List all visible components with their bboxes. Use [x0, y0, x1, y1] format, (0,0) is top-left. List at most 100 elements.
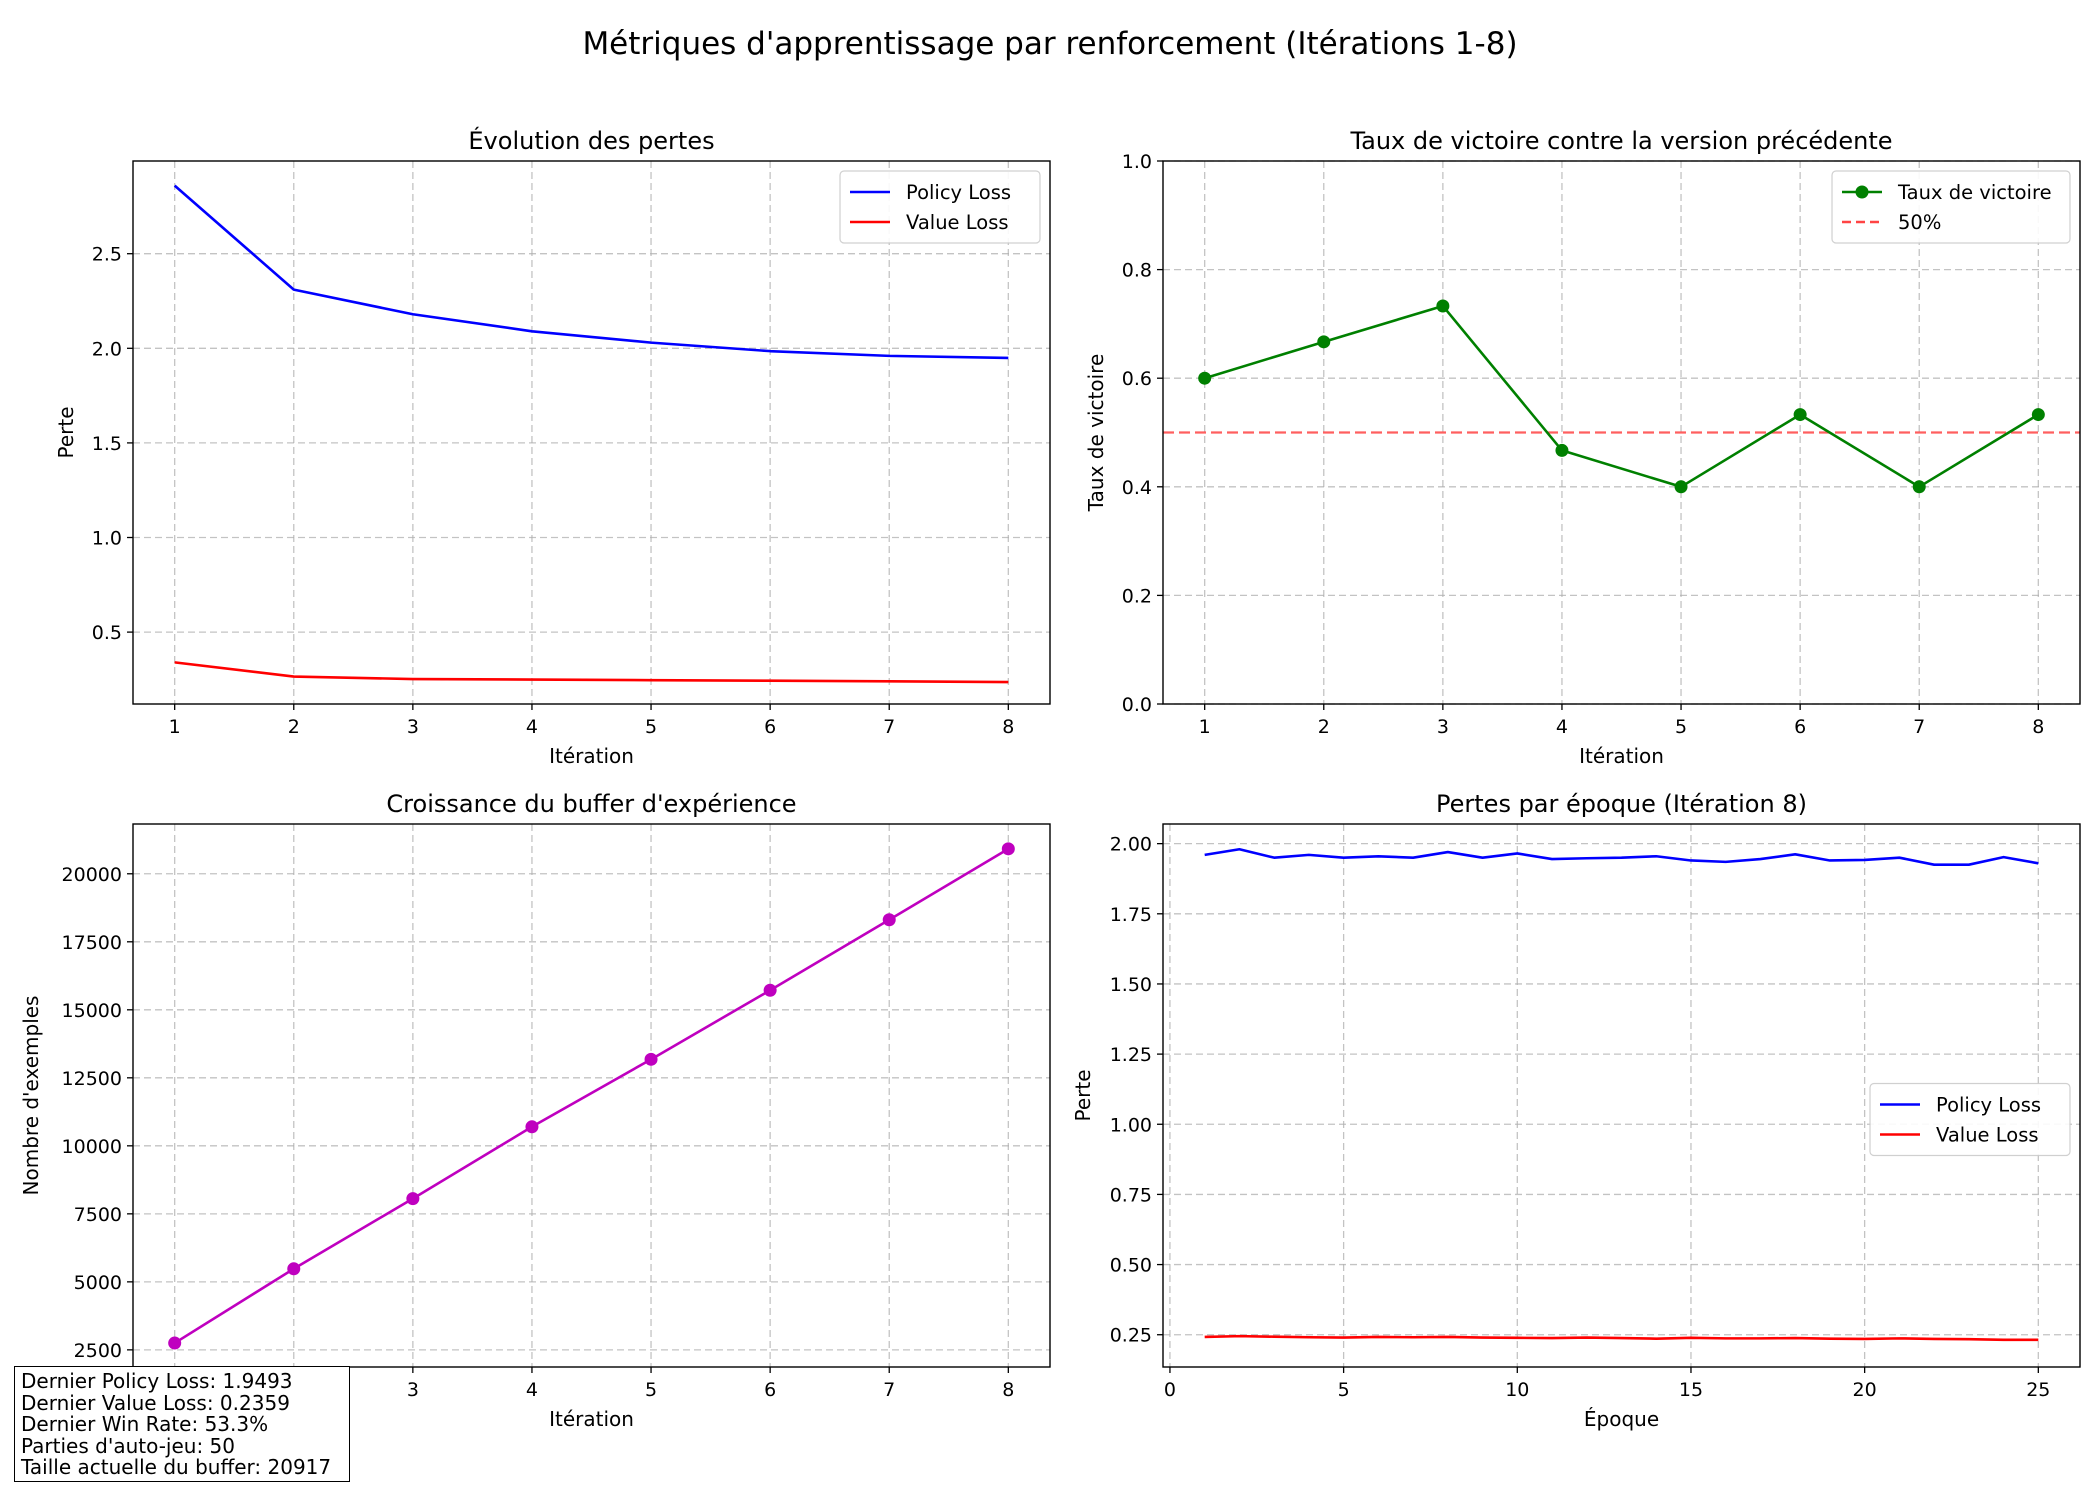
x-tick-label: 1 [169, 716, 181, 738]
info-policy-loss: Dernier Policy Loss: 1.9493 [21, 1369, 293, 1393]
data-point [1555, 443, 1569, 457]
x-tick-label: 6 [764, 716, 776, 738]
x-tick-label: 5 [1338, 1379, 1350, 1401]
data-point [1317, 335, 1331, 349]
figure-suptitle: Métriques d'apprentissage par renforceme… [582, 26, 1517, 62]
data-point [2031, 408, 2045, 422]
legend-box [1831, 170, 2071, 244]
x-tick-label: 4 [526, 716, 538, 738]
y-tick-label: 1.50 [1110, 974, 1152, 996]
y-axis-label: Nombre d'exemples [19, 996, 43, 1196]
x-tick-label: 4 [1556, 716, 1568, 738]
data-point [1793, 408, 1807, 422]
x-tick-label: 10 [1505, 1379, 1529, 1401]
series-line-1 [174, 661, 1009, 684]
info-value-loss: Dernier Value Loss: 0.2359 [21, 1390, 290, 1415]
chart-title: Évolution des pertes [468, 126, 714, 155]
y-tick-label: 2.0 [92, 338, 122, 360]
legend: Policy Loss Value Loss [1869, 1082, 2071, 1157]
legend-label: Value Loss [1936, 1124, 2039, 1147]
data-point [287, 1262, 301, 1276]
chart-epochs: 0 5 10 15 20 25 0.25 0.50 0.75 1.00 1.25 1.50 1.75 2.… [1071, 790, 2081, 1431]
legend-box [839, 170, 1041, 244]
y-tick-label: 15000 [62, 1000, 122, 1022]
legend-label: Policy Loss [906, 181, 1011, 204]
x-tick-label: 2 [288, 716, 300, 738]
x-axis-label: Époque [1584, 1407, 1659, 1431]
legend: Taux de victoire 50% [1831, 170, 2071, 244]
x-tick-label: 20 [1853, 1379, 1877, 1401]
y-tick-label: 1.0 [1122, 151, 1152, 173]
legend-label: Taux de victoire [1897, 181, 2052, 204]
series-line-1 [1204, 1334, 2039, 1342]
data-point [168, 1336, 182, 1350]
series-line-0 [1204, 304, 2039, 489]
axes-frame [1162, 823, 2081, 1368]
info-buffer-size: Taille actuelle du buffer: 20917 [21, 1455, 332, 1479]
data-point [644, 1052, 658, 1066]
data-point [1198, 371, 1212, 385]
x-tick-label: 1 [1199, 716, 1211, 738]
x-tick-label: 25 [2026, 1379, 2050, 1401]
x-tick-label: 7 [1913, 716, 1925, 738]
info-win-rate: Dernier Win Rate: 53.3% [21, 1412, 269, 1436]
chart-winrate: 1 2 3 4 5 6 7 8 0.0 0.2 0.4 0.6 0.8 1.0 Taux de victoi… [1084, 127, 2081, 768]
y-tick-label: 1.0 [92, 528, 122, 550]
chart-title: Taux de victoire contre la version précé… [1349, 127, 1892, 155]
y-axis-label: Perte [54, 406, 78, 458]
info-self-play-games: Parties d'auto-jeu: 50 [21, 1433, 235, 1458]
legend-box [1869, 1082, 2071, 1157]
chart-title: Pertes par époque (Itération 8) [1436, 790, 1807, 818]
x-tick-label: 3 [1437, 716, 1449, 738]
x-tick-label: 0 [1164, 1379, 1176, 1401]
chart-title: Croissance du buffer d'expérience [386, 790, 796, 818]
y-tick-label: 0.75 [1110, 1184, 1152, 1206]
axes-frame [1162, 160, 2081, 705]
x-tick-label: 8 [1002, 1379, 1014, 1401]
x-tick-label: 5 [1675, 716, 1687, 738]
data-point [882, 913, 896, 927]
series-line-0 [1204, 847, 2039, 866]
data-point [1001, 842, 1015, 856]
y-tick-label: 5000 [74, 1272, 122, 1294]
y-tick-label: 12500 [62, 1068, 122, 1090]
legend-label: Value Loss [906, 211, 1009, 234]
y-tick-label: 17500 [62, 932, 122, 954]
y-tick-label: 0.2 [1122, 585, 1152, 607]
legend-label: 50% [1898, 211, 1941, 234]
y-tick-label: 20000 [62, 864, 122, 886]
axes-frame [132, 823, 1051, 1368]
y-tick-label: 1.5 [92, 433, 122, 455]
y-tick-label: 2.5 [92, 244, 122, 266]
y-tick-label: 0.50 [1110, 1255, 1152, 1277]
series-line-0 [173, 184, 1009, 360]
x-axis-label: Itération [549, 1407, 634, 1431]
legend-marker [1855, 185, 1869, 199]
x-tick-label: 4 [526, 1379, 538, 1401]
x-tick-label: 2 [1318, 716, 1330, 738]
y-tick-label: 1.25 [1110, 1044, 1152, 1066]
chart-buffer: 1234567825005000750010000125001500017500… [19, 790, 1051, 1431]
x-tick-label: 5 [645, 1379, 657, 1401]
y-tick-label: 0.5 [92, 622, 122, 644]
y-tick-label: 7500 [74, 1204, 122, 1226]
y-tick-label: 0.8 [1122, 260, 1152, 282]
data-point [525, 1120, 539, 1134]
x-tick-label: 8 [1002, 716, 1014, 738]
x-axis-label: Itération [1579, 744, 1664, 768]
y-tick-label: 0.4 [1122, 477, 1152, 499]
axes-frame [132, 160, 1051, 705]
x-tick-label: 7 [883, 1379, 895, 1401]
data-point [1436, 299, 1450, 313]
y-axis-label: Taux de victoire [1084, 354, 1108, 513]
y-tick-label: 0.0 [1122, 694, 1152, 716]
data-point [763, 983, 777, 997]
x-tick-label: 15 [1679, 1379, 1703, 1401]
data-point [1674, 480, 1688, 494]
summary-info-box: Dernier Policy Loss: 1.9493 Dernier Valu… [14, 1366, 350, 1482]
legend: Policy Loss Value Loss [839, 170, 1041, 244]
x-tick-label: 8 [2032, 716, 2044, 738]
x-tick-label: 3 [407, 1379, 419, 1401]
y-tick-label: 1.00 [1110, 1114, 1152, 1136]
series-line-0 [173, 847, 1009, 1345]
